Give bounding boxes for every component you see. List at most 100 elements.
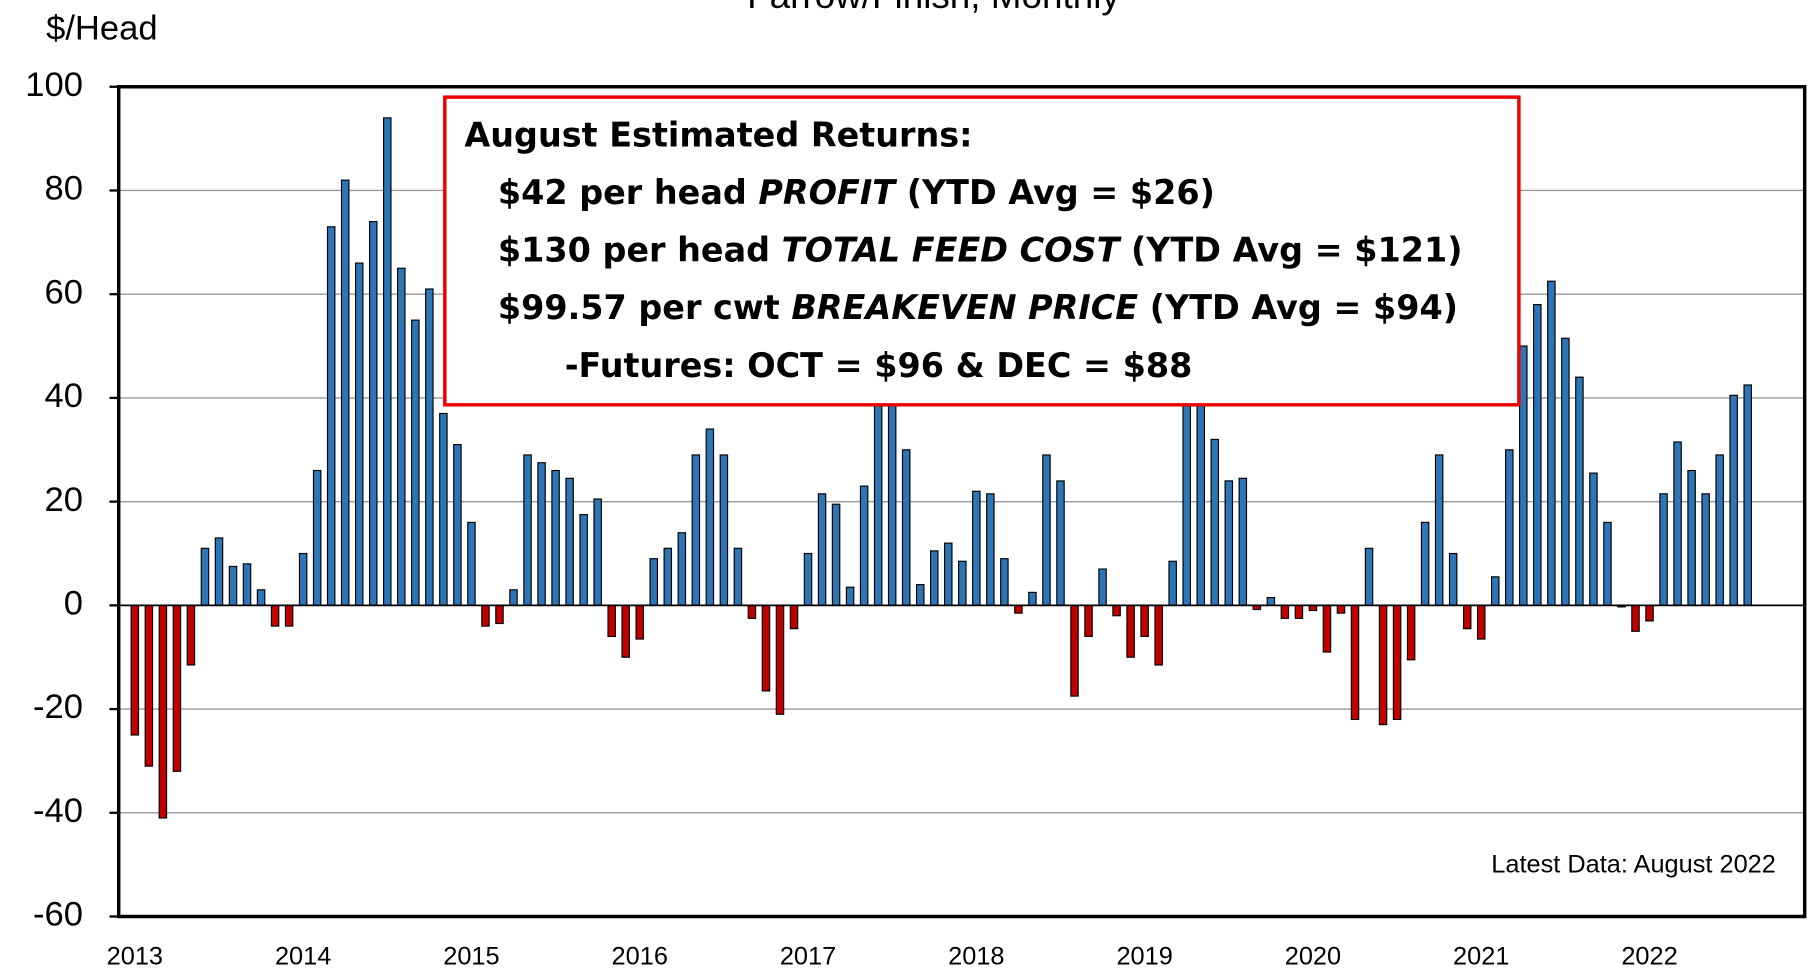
bar bbox=[1140, 604, 1149, 638]
bar bbox=[775, 604, 785, 715]
bar bbox=[958, 560, 967, 606]
bar bbox=[481, 604, 490, 627]
bar bbox=[1378, 604, 1388, 726]
bar bbox=[354, 262, 364, 606]
bar bbox=[803, 552, 813, 606]
annotation-text: TOTAL FEED COST bbox=[782, 230, 1122, 269]
bar bbox=[901, 449, 911, 606]
bar bbox=[929, 550, 939, 606]
bar bbox=[1434, 454, 1444, 606]
bar bbox=[1294, 604, 1304, 619]
annotation-text: (YTD Avg = $94) bbox=[1138, 288, 1458, 327]
bar bbox=[1028, 591, 1037, 606]
bar bbox=[397, 267, 406, 606]
annotation-line: $99.57 per cwt BREAKEVEN PRICE (YTD Avg … bbox=[498, 288, 1458, 327]
bar bbox=[705, 428, 715, 606]
y-tick-label: 60 bbox=[45, 273, 83, 311]
annotation-line: -Futures: OCT = $96 & DEC = $88 bbox=[565, 345, 1193, 384]
annotation-text: $130 per head bbox=[498, 230, 782, 269]
bar bbox=[733, 547, 743, 606]
bar bbox=[1631, 604, 1640, 632]
bar bbox=[270, 604, 280, 627]
note: Latest Data: August 2022 bbox=[1491, 851, 1776, 879]
y-tick-label: 80 bbox=[45, 170, 83, 208]
bar bbox=[663, 547, 673, 606]
bar bbox=[200, 547, 210, 606]
bar bbox=[635, 604, 644, 640]
bar bbox=[986, 493, 995, 606]
bar bbox=[1420, 521, 1430, 606]
bar bbox=[691, 454, 701, 606]
bar bbox=[228, 565, 238, 606]
bar bbox=[1715, 454, 1724, 606]
bar bbox=[1070, 604, 1079, 697]
bar bbox=[509, 589, 518, 606]
bar bbox=[256, 589, 266, 606]
bar bbox=[677, 532, 687, 606]
bar bbox=[1364, 547, 1374, 606]
bar bbox=[1729, 394, 1738, 606]
y-tick-label: 40 bbox=[45, 377, 83, 415]
x-tick-label: 2020 bbox=[1285, 943, 1341, 971]
bar bbox=[593, 498, 602, 606]
bar bbox=[1322, 604, 1332, 653]
x-tick-label: 2021 bbox=[1453, 943, 1509, 971]
bar bbox=[284, 604, 294, 627]
bar bbox=[1505, 449, 1514, 606]
bar bbox=[1519, 345, 1528, 606]
bar bbox=[1336, 604, 1346, 614]
bar bbox=[1392, 604, 1402, 721]
x-tick-label: 2016 bbox=[612, 943, 668, 971]
annotation-box bbox=[443, 95, 1521, 407]
plot-frame bbox=[116, 85, 1807, 919]
bar bbox=[1462, 604, 1472, 630]
bar bbox=[579, 514, 588, 606]
annotation-text: BREAKEVEN PRICE bbox=[791, 288, 1138, 327]
bar bbox=[621, 604, 630, 658]
bar bbox=[719, 454, 729, 606]
annotation-text: $42 per head bbox=[498, 172, 759, 211]
y-tick-label: 20 bbox=[45, 481, 83, 519]
bar bbox=[1168, 560, 1177, 606]
bar bbox=[1673, 441, 1682, 606]
bar bbox=[761, 604, 771, 692]
bar bbox=[649, 558, 659, 606]
bar bbox=[1042, 454, 1051, 606]
bar bbox=[298, 552, 308, 606]
bar bbox=[789, 604, 799, 630]
annotation-text: (YTD Avg = $26) bbox=[895, 172, 1215, 211]
annotation-text: PROFIT bbox=[758, 172, 897, 211]
bar bbox=[1098, 568, 1107, 606]
bar bbox=[383, 117, 392, 606]
x-tick-label: 2014 bbox=[275, 943, 331, 971]
bar bbox=[130, 604, 140, 736]
bar bbox=[915, 584, 925, 606]
bar bbox=[1448, 552, 1458, 606]
y-tick-label: -20 bbox=[33, 688, 83, 726]
bar bbox=[1154, 604, 1163, 666]
bar bbox=[747, 604, 757, 619]
bar bbox=[1561, 337, 1570, 606]
x-tick-label: 2022 bbox=[1621, 943, 1677, 971]
bar bbox=[845, 586, 855, 606]
annotation-line: $130 per head TOTAL FEED COST (YTD Avg =… bbox=[498, 230, 1463, 269]
bar bbox=[1182, 371, 1191, 606]
bar bbox=[439, 412, 448, 606]
bar bbox=[242, 563, 252, 606]
x-tick-label: 2017 bbox=[780, 943, 836, 971]
bar bbox=[144, 604, 154, 767]
bar bbox=[565, 477, 574, 606]
y-tick-label: -60 bbox=[33, 896, 83, 934]
x-tick-label: 2013 bbox=[107, 943, 163, 971]
bar bbox=[1224, 480, 1234, 606]
bar bbox=[1687, 469, 1696, 606]
x-tick-label: 2018 bbox=[948, 943, 1004, 971]
bar bbox=[523, 454, 532, 606]
bar bbox=[312, 469, 322, 606]
bar bbox=[1547, 280, 1556, 606]
bar bbox=[944, 542, 953, 606]
bar bbox=[817, 493, 827, 606]
bar bbox=[1112, 604, 1121, 617]
